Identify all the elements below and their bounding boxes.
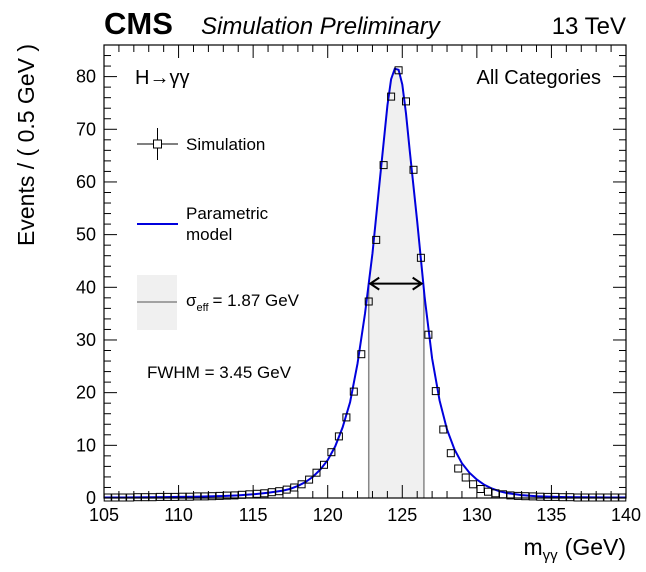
- process-label: H→γγ: [135, 67, 189, 89]
- y-tick-label: 60: [76, 172, 96, 192]
- simulation-point: [379, 161, 388, 170]
- simulation-point: [387, 92, 396, 101]
- fwhm-arrow: [368, 276, 424, 291]
- y-tick-label: 10: [76, 435, 96, 455]
- simulation-point: [461, 473, 470, 482]
- simulation-point: [372, 235, 381, 244]
- y-tick-label: 80: [76, 67, 96, 87]
- x-axis-title: mγγ (GeV): [523, 534, 626, 564]
- x-tick-label: 135: [536, 505, 566, 525]
- plot-frame: [103, 44, 627, 499]
- y-tick-label: 20: [76, 383, 96, 403]
- x-tick-label: 120: [313, 505, 343, 525]
- y-tick-label: 40: [76, 277, 96, 297]
- legend-fwhm-label: FWHM = 3.45 GeV: [147, 363, 292, 382]
- simulation-point: [454, 464, 463, 473]
- simulation-point: [334, 432, 343, 441]
- simulation-point: [349, 387, 358, 396]
- experiment-label: CMS: [104, 6, 173, 41]
- simulation-point: [394, 66, 403, 75]
- simulation-point: [327, 448, 336, 457]
- fwhm-arrow-head-left: [368, 276, 380, 291]
- simulation-point: [409, 165, 418, 174]
- y-axis-title: Events / ( 0.5 GeV ): [13, 44, 39, 246]
- y-tick-label: 30: [76, 330, 96, 350]
- energy-label: 13 TeV: [552, 13, 626, 40]
- x-tick-label: 105: [89, 505, 119, 525]
- simulation-point: [424, 330, 433, 339]
- model-line: [104, 67, 626, 499]
- simulation-points: [103, 66, 627, 502]
- simulation-point: [431, 387, 440, 396]
- legend-sigma-label: σeff = 1.87 GeV: [186, 291, 300, 314]
- legend-simulation-marker: [137, 128, 178, 160]
- status-label: Simulation Preliminary: [201, 13, 442, 40]
- fwhm-arrow-head-right: [412, 276, 424, 291]
- x-tick-label: 140: [611, 505, 641, 525]
- y-tick-label: 70: [76, 119, 96, 139]
- simulation-point: [342, 413, 351, 422]
- simulation-point: [320, 460, 328, 469]
- simulation-point: [364, 297, 373, 306]
- simulation-point: [439, 425, 448, 434]
- parametric-model-curve: [104, 67, 626, 499]
- simulation-point: [297, 480, 306, 489]
- legend-model-label-1: Parametric: [186, 204, 269, 223]
- x-tick-label: 115: [239, 505, 268, 525]
- x-tick-label: 125: [387, 505, 417, 525]
- legend-simulation-label: Simulation: [186, 135, 265, 154]
- simulation-point: [312, 468, 321, 477]
- axis-ticks: 105 110 115 120 125 130 135 140 0 10 20 30 40 50 60 70 8…: [76, 44, 641, 525]
- category-label: All Categories: [476, 67, 601, 89]
- x-tick-label: 110: [164, 505, 193, 525]
- y-tick-label: 0: [86, 488, 96, 508]
- simulation-point: [305, 475, 314, 484]
- simulation-point: [476, 485, 485, 493]
- legend-model-label-2: model: [186, 225, 232, 244]
- simulation-point: [484, 487, 492, 496]
- simulation-point: [357, 350, 366, 359]
- simulation-point: [416, 253, 425, 262]
- simulation-point: [402, 97, 410, 106]
- y-tick-label: 50: [76, 225, 96, 245]
- x-tick-label: 130: [462, 505, 492, 525]
- legend: Simulation Parametric model σeff = 1.87 G…: [137, 128, 300, 382]
- simulation-point: [446, 449, 455, 458]
- simulation-point: [469, 480, 478, 489]
